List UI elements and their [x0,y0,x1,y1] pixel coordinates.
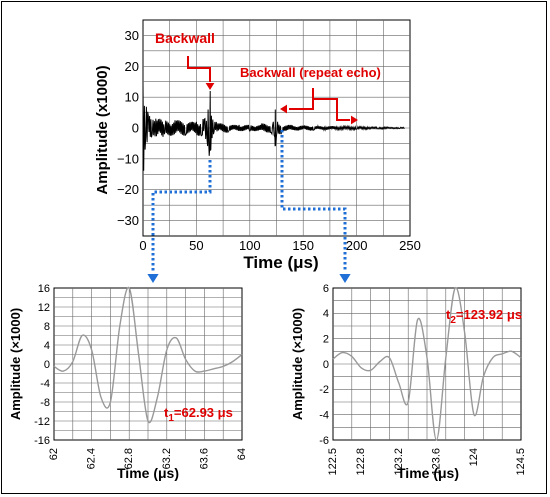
repeat-arrowhead-right [351,115,358,125]
zoom1-signal-line [53,286,243,424]
zoom1-grid [53,287,243,441]
x-tick-label: 124 [468,448,480,466]
zoom2-x-axis-label: Time (μs) [397,465,459,481]
zoom1-guide [151,160,212,272]
zoom2-y-tick-labels: 6 4 2 0 -2 -4 -6 [319,283,329,447]
zoom2-grid [332,287,522,441]
y-tick-label: -4 [319,410,329,422]
x-tick-label: 250 [399,238,421,253]
y-tick-label: -8 [40,397,50,409]
backwall-arrowhead [205,83,215,90]
y-tick-label: 0 [132,121,139,136]
main-y-axis-label: Amplitude (x1000) [94,65,111,194]
y-tick-label: -12 [34,416,50,428]
zoom2-guide [280,130,347,272]
backwall-arrow [187,56,211,82]
y-tick-label: 12 [38,302,50,314]
x-tick-label: 62.8 [123,448,135,469]
x-tick-label: 100 [239,238,261,253]
y-tick-label: -6 [319,435,329,447]
x-tick-label: 123.6 [430,448,442,476]
t1-label: t1=62.93 μs [164,405,233,424]
repeat-arrow-left [289,88,314,110]
backwall-label: Backwall [155,30,215,46]
x-tick-label: 62.4 [86,448,98,469]
y-tick-label: -4 [40,378,50,390]
zoom-chart-repeat-echo: 122.5 122.8 123.2 123.6 124 124.5 6420-2-4-6 … [290,283,527,481]
y-tick-label: 0 [323,359,329,371]
x-tick-label: 124.5 [515,448,527,476]
y-tick-label: −10 [117,151,139,166]
repeat-echo-label: Backwall (repeat echo) [240,65,381,80]
y-tick-label: 30 [125,28,139,43]
x-tick-label: 150 [292,238,314,253]
y-tick-label: −30 [117,213,139,228]
y-tick-label: 10 [125,90,139,105]
zoom1-x-axis-label: Time (μs) [117,465,179,481]
y-tick-label: 0 [44,359,50,371]
main-x-axis-label: Time (μs) [243,253,318,272]
main-y-tick-labels: 30 20 10 0 −10 −20 −30 [117,28,139,228]
t2-label: t2=123.92 μs [446,307,522,326]
zoom2-y-axis-label: Amplitude (×1000) [290,308,305,420]
main-x-tick-labels: 0 50 100 150 200 250 [139,238,420,253]
zoom-chart-backwall: 62 62.4 62.8 63.2 63.6 64 16 12 8 4 0 -4 -8 -12 -16 T… [8,283,248,481]
x-tick-label: 0 [139,238,146,253]
y-tick-label: 4 [44,340,50,352]
x-tick-label: 63.2 [161,448,173,469]
y-tick-label: -16 [34,435,50,447]
zoom2-guide-arrowhead [339,274,351,283]
y-tick-label: -2 [319,384,329,396]
y-tick-label: 2 [323,334,329,346]
y-tick-label: −20 [117,182,139,197]
x-tick-label: 50 [189,238,203,253]
x-tick-label: 122.8 [355,448,367,476]
y-tick-label: 4 [323,308,329,320]
x-tick-label: 64 [236,448,248,460]
y-tick-label: 20 [125,59,139,74]
x-tick-label: 200 [346,238,368,253]
x-tick-label: 63.6 [198,448,210,469]
zoom1-y-axis-label: Amplitude (×1000) [8,308,23,420]
zoom1-y-tick-labels: 16 12 8 4 0 -4 -8 -12 -16 [34,283,50,447]
zoom1-x-tick-labels: 62 62.4 62.8 63.2 63.6 64 [48,448,248,469]
main-signal-line [142,84,405,171]
repeat-arrowhead-left [280,104,287,114]
y-tick-label: 8 [44,321,50,333]
zoom1-guide-arrowhead [147,274,159,283]
y-tick-label: 6 [323,283,329,295]
repeat-arrow-right [313,98,350,121]
zoom2-signal-line [332,287,522,441]
zoom2-x-tick-labels: 122.5 122.8 123.2 123.6 124 124.5 [327,448,527,476]
x-tick-label: 122.5 [327,448,339,476]
x-tick-label: 123.2 [393,448,405,476]
y-tick-label: 16 [38,283,50,295]
x-tick-label: 62 [48,448,60,460]
